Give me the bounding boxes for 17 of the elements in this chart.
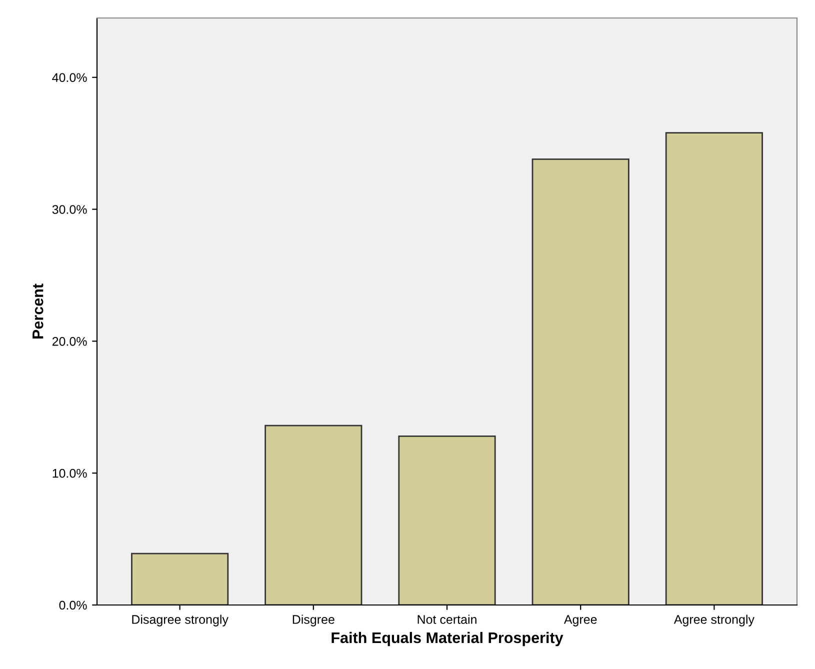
y-tick-label: 10.0% [52,468,87,478]
bar [398,435,496,605]
y-tick-label: 20.0% [52,336,87,346]
x-tick-label: Not certain [418,614,476,624]
bar [532,158,630,605]
x-tick-label: Disagree strongly [132,614,228,626]
y-tick-label: 30.0% [52,205,87,214]
bar [264,424,362,605]
x-tick-label: Agree [564,615,597,626]
y-tick-label: 40.0% [52,73,87,82]
x-axis-title: Faith Equals Material Prosperity [332,632,564,646]
x-tick-label: Agree strongly [674,614,754,626]
bar [665,132,763,605]
y-axis-title: Percent [32,284,44,338]
bar [131,552,229,605]
y-tick-label: 0.0% [59,600,87,610]
x-tick-label: Disgree [292,614,334,626]
